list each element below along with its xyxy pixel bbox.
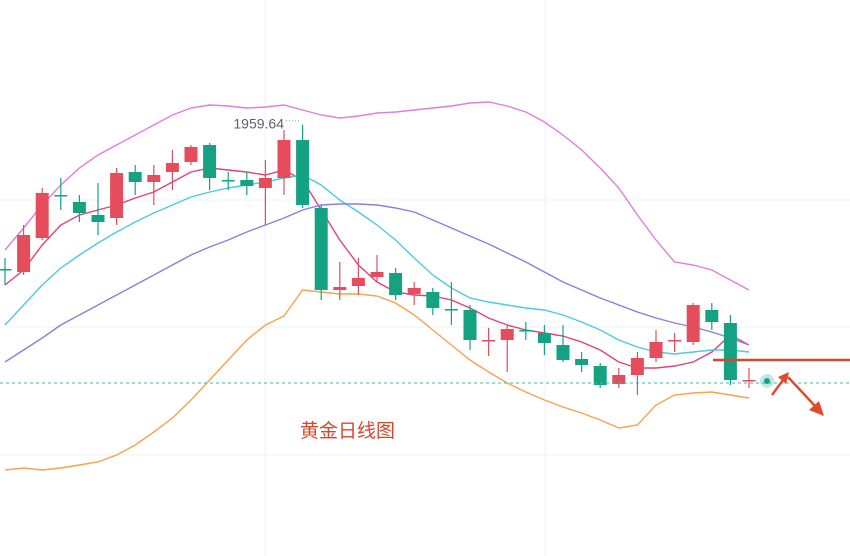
arrowhead [778,372,789,384]
candle-body [165,163,179,172]
candle-body [426,292,440,308]
trend-arrows [770,372,824,416]
arrow-down [787,376,817,408]
max-label: 1959.64 [233,115,284,131]
candle-body [296,140,310,205]
candle-body [537,333,551,343]
chart-title: 黄金日线图 [300,420,395,442]
indicator-line [4,174,750,355]
candle-body [723,323,737,380]
candle-body [519,330,533,332]
candle-body [500,329,514,340]
candle-body [184,147,198,162]
candle-body [72,202,86,213]
candle-body [389,273,403,295]
candle-body [705,310,719,322]
candle-body [668,340,682,342]
candle-body [686,305,700,342]
candle-body [203,145,217,178]
arrowhead [809,401,824,416]
candle-body [35,193,49,238]
candle-body [277,140,291,178]
candle-body [444,309,458,311]
candle-body [0,269,12,271]
candle-body [742,380,756,382]
candle-body [351,278,365,286]
indicator-line [4,203,750,363]
candle-body [240,180,254,186]
candle-body [221,180,235,182]
plot: 1959.64 [0,101,850,471]
candle-body [333,287,347,290]
candle-body [556,345,570,360]
candle-body [110,173,124,218]
candle-body [258,178,272,188]
candle-body [147,175,161,182]
indicator-line [4,289,750,471]
candle-body [370,272,384,277]
candle-body [463,310,477,340]
candle-body [314,208,328,290]
candle-body [649,342,663,358]
candle-body [575,359,589,365]
candle-body [612,375,626,384]
indicator-line [4,101,750,291]
candle-body [128,172,142,182]
candle-body [407,288,421,294]
candle-body [91,215,105,222]
current-dot [764,378,770,384]
candle-body [593,366,607,385]
candle-body [630,358,644,375]
candle-body [17,235,31,272]
candle-body [482,340,496,342]
candle-body [54,195,68,197]
